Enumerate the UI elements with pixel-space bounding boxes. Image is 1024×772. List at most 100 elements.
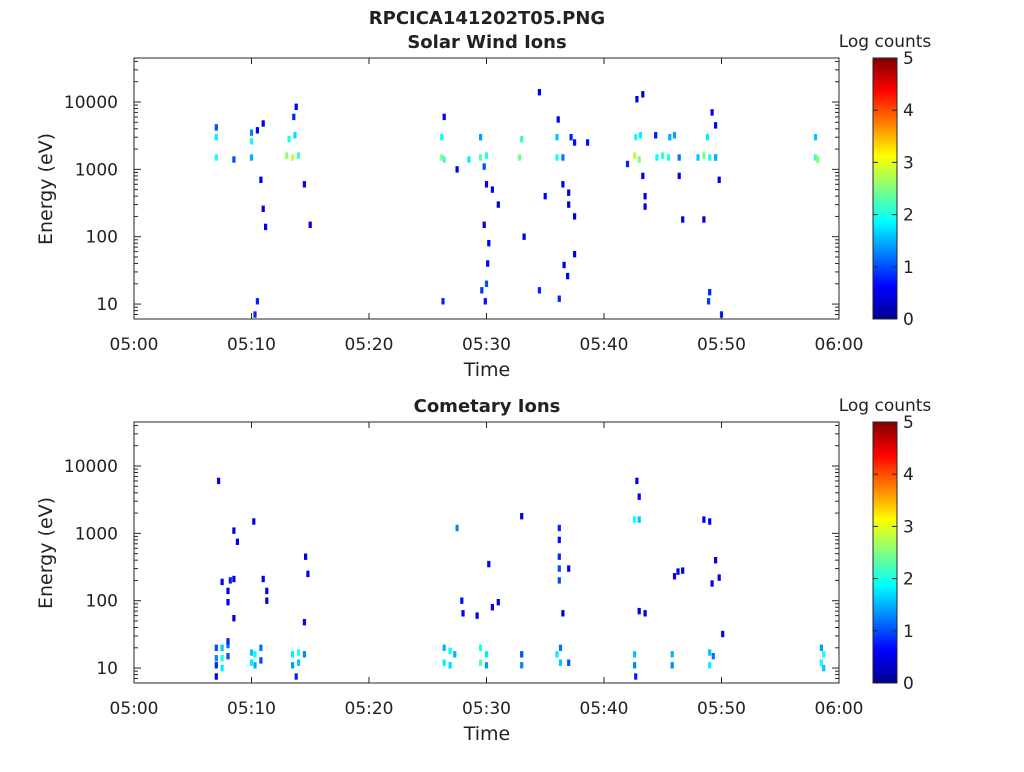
solar-wind-cell-69 [635, 96, 639, 103]
cometary-cell-5 [220, 655, 224, 662]
cometary-ytick-label-1: 100 [86, 592, 118, 612]
cometary-ytick-label-2: 1000 [75, 524, 118, 544]
solar-wind-cell-52 [561, 154, 565, 161]
solar-wind-cell-14 [285, 152, 289, 159]
cometary-cell-27 [265, 587, 269, 595]
solar-wind-cell-39 [486, 260, 490, 267]
cometary-cell-42 [453, 651, 457, 658]
cometary-cell-31 [296, 649, 301, 656]
solar-wind-cell-74 [654, 132, 658, 139]
cometary-xtick-label-1: 05:10 [227, 699, 276, 719]
cometary-xtick-label-5: 05:50 [697, 699, 746, 719]
solar-wind-colorbar-ticks: 0 1 2 3 4 5 [873, 49, 914, 330]
solar-wind-cell-21 [302, 181, 306, 188]
solar-wind-cell-96 [813, 154, 818, 161]
cometary-xtick-label-2: 05:20 [345, 699, 394, 719]
solar-wind-cbtick-label-3: 3 [903, 153, 914, 173]
cometary-cell-91 [819, 644, 823, 651]
cometary-cell-61 [557, 536, 561, 544]
solar-wind-cell-36 [496, 201, 500, 208]
solar-wind-cell-73 [643, 203, 647, 210]
solar-wind-cell-81 [677, 172, 681, 180]
solar-wind-cell-24 [442, 156, 446, 163]
solar-wind-cbtick-label-0: 0 [903, 310, 914, 330]
cometary-cell-39 [442, 659, 446, 666]
cometary-cell-87 [714, 557, 718, 564]
cometary-cell-86 [711, 653, 715, 660]
solar-wind-cell-2 [214, 124, 218, 131]
cometary-cbtick-label-2: 2 [903, 570, 914, 590]
solar-wind-cbtick-label-5: 5 [903, 49, 914, 69]
cometary-cbtick-label-3: 3 [903, 517, 914, 537]
solar-wind-cell-90 [717, 176, 721, 183]
cometary-ytick-label-3: 10000 [64, 457, 118, 477]
cometary-cell-73 [635, 477, 639, 485]
cometary-colorbar-label: Log counts [839, 396, 932, 416]
solar-wind-cell-64 [625, 160, 630, 168]
cometary-cbtick-label-5: 5 [903, 413, 914, 433]
cometary-cell-93 [822, 651, 826, 658]
solar-wind-colorbar-label: Log counts [839, 32, 932, 52]
solar-wind-cell-7 [255, 127, 259, 134]
solar-wind-cell-59 [566, 272, 570, 280]
solar-wind-axes: 05:00 05:10 05:20 05:30 05:40 05:50 06:00 10 100… [64, 58, 864, 355]
solar-wind-cell-85 [708, 154, 712, 161]
solar-wind-cell-10 [261, 205, 265, 212]
cometary-cell-48 [484, 651, 489, 658]
cometary-cell-18 [232, 615, 236, 622]
solar-wind-cbtick-label-4: 4 [903, 101, 914, 121]
cometary-cell-78 [670, 662, 674, 669]
solar-wind-xtick-label-4: 05:40 [580, 335, 629, 355]
cometary-cell-35 [304, 553, 308, 560]
solar-wind-cell-32 [479, 134, 483, 141]
solar-wind-ytick-label-3: 10000 [64, 93, 118, 113]
cometary-cell-46 [479, 644, 483, 651]
cometary-cell-36 [306, 570, 310, 578]
solar-wind-cell-5 [249, 138, 254, 145]
solar-wind-plot-frame [133, 57, 840, 320]
solar-wind-ylabel: Energy (eV) [35, 133, 57, 245]
solar-wind-cell-19 [292, 113, 296, 121]
cometary-cell-68 [633, 651, 637, 658]
cometary-cbtick-label-4: 4 [903, 465, 914, 485]
cometary-cell-33 [302, 651, 306, 658]
cometary-cell-19 [249, 649, 254, 656]
cometary-cell-44 [460, 597, 464, 604]
solar-wind-cell-71 [641, 172, 645, 180]
solar-wind-cell-62 [573, 139, 577, 146]
cometary-xtick-label-6: 06:00 [815, 699, 864, 719]
cometary-cell-11 [220, 578, 224, 586]
solar-wind-cell-84 [702, 152, 706, 159]
cometary-cell-30 [291, 662, 295, 669]
cometary-cell-70 [634, 673, 638, 680]
cometary-cell-58 [558, 659, 563, 666]
solar-wind-cell-27 [441, 298, 445, 305]
solar-wind-cell-53 [561, 181, 565, 188]
cometary-cell-26 [261, 575, 265, 583]
solar-wind-cell-63 [586, 139, 590, 146]
solar-wind-ytick-label-0: 10 [96, 295, 118, 315]
solar-wind-cell-77 [667, 154, 671, 161]
cometary-cell-62 [557, 553, 561, 560]
solar-wind-cell-67 [634, 134, 638, 141]
solar-wind-cell-13 [253, 311, 257, 318]
cometary-cell-7 [226, 641, 230, 649]
cometary-cell-72 [637, 516, 641, 523]
cometary-cell-21 [253, 651, 257, 658]
solar-wind-cell-79 [672, 132, 677, 139]
solar-wind-xtick-label-6: 06:00 [815, 335, 864, 355]
solar-wind-cell-6 [249, 129, 254, 136]
cometary-cell-4 [220, 644, 224, 651]
solar-wind-cell-22 [308, 221, 312, 228]
solar-wind-cell-41 [480, 287, 484, 294]
solar-wind-cell-46 [537, 89, 541, 96]
cometary-cell-92 [819, 659, 823, 666]
solar-wind-cell-44 [520, 136, 524, 143]
solar-wind-cell-86 [705, 134, 709, 141]
cometary-cell-15 [226, 599, 230, 606]
cometary-cell-40 [448, 647, 452, 655]
solar-wind-cell-97 [816, 156, 820, 163]
solar-wind-cell-56 [573, 213, 577, 220]
solar-wind-xtick-label-3: 05:30 [462, 335, 511, 355]
cometary-cell-6 [220, 664, 224, 672]
